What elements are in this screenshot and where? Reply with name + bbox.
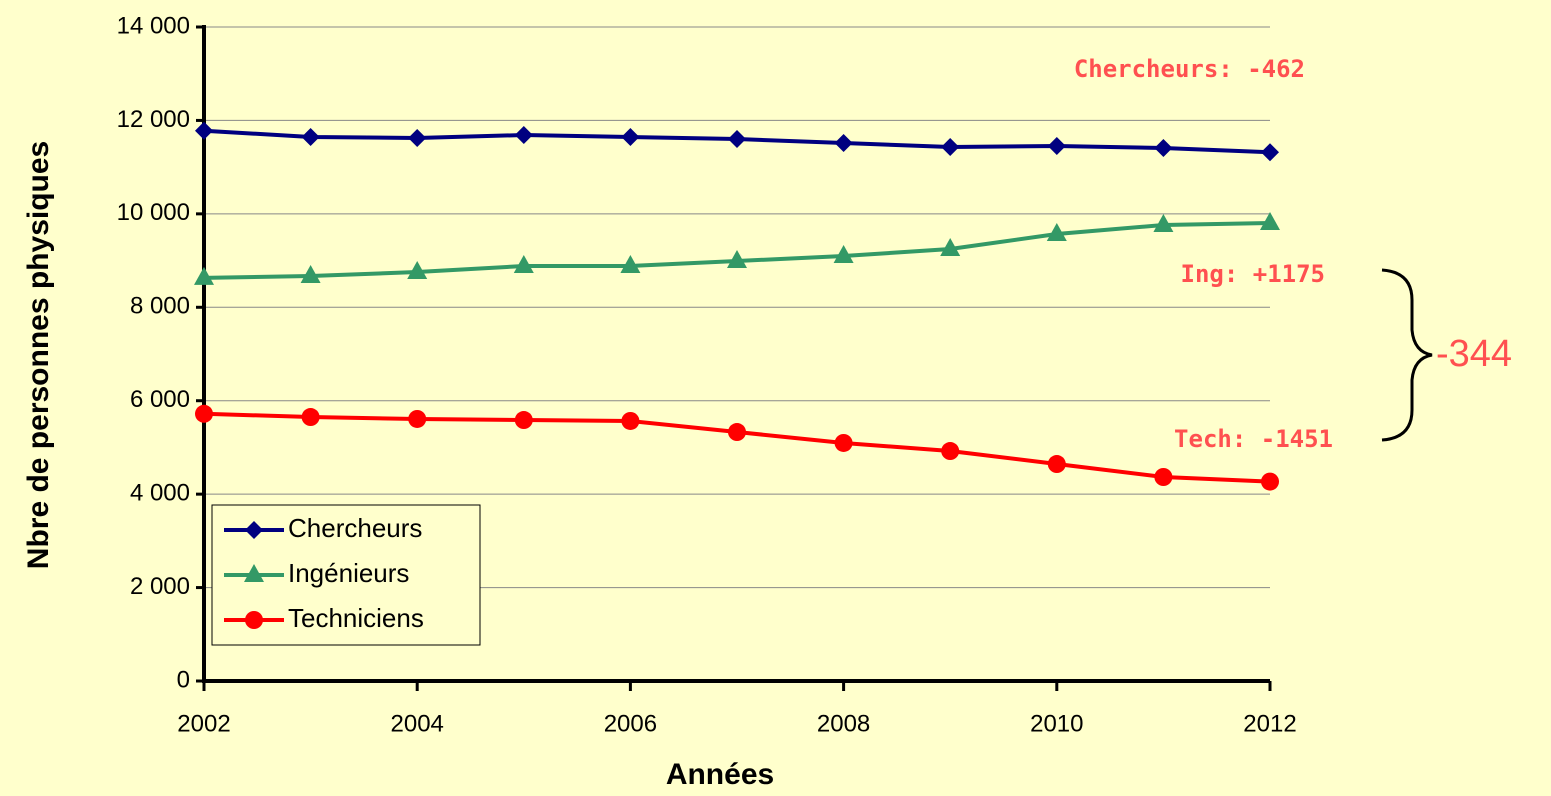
point	[407, 261, 428, 280]
x-tick-label: 2010	[1030, 710, 1083, 737]
point	[194, 266, 214, 285]
x-tick-label: 2006	[604, 710, 657, 737]
annotation: Tech: -1451	[1174, 425, 1333, 453]
annotation: Ing: +1175	[1181, 260, 1326, 288]
point	[620, 254, 641, 273]
point	[408, 409, 427, 428]
point	[1154, 467, 1173, 486]
point	[728, 130, 746, 149]
y-tick-label: 6 000	[130, 386, 190, 413]
legend-label: Ingénieurs	[288, 558, 409, 588]
point	[727, 249, 747, 268]
point	[940, 237, 961, 256]
point	[621, 411, 640, 430]
legend-marker	[245, 521, 263, 539]
point	[834, 133, 853, 152]
y-tick-label: 12 000	[117, 106, 190, 133]
y-tick-label: 4 000	[130, 479, 190, 506]
point	[514, 411, 533, 430]
point	[834, 433, 853, 452]
point	[301, 408, 320, 427]
point	[1046, 222, 1067, 241]
point	[514, 126, 533, 145]
point	[408, 128, 427, 147]
brace	[1381, 268, 1433, 442]
point	[195, 404, 213, 423]
point	[1154, 138, 1173, 157]
x-tick-label: 2002	[177, 710, 230, 737]
point	[1261, 143, 1279, 162]
y-tick-label: 2 000	[130, 573, 190, 600]
point	[300, 264, 321, 283]
point	[728, 423, 746, 442]
point	[1047, 455, 1066, 474]
y-tick-label: 10 000	[117, 199, 190, 226]
legend-marker	[245, 611, 263, 629]
point	[1261, 472, 1279, 491]
point	[513, 254, 534, 273]
x-tick-label: 2008	[817, 710, 870, 737]
y-tick-label: 0	[177, 666, 190, 693]
y-tick-label: 8 000	[130, 293, 190, 320]
point	[621, 128, 640, 147]
x-axis-title: Années	[666, 758, 774, 791]
legend-label: Chercheurs	[288, 513, 422, 543]
point	[1153, 214, 1174, 233]
x-tick-label: 2004	[391, 710, 444, 737]
annotation: -344	[1436, 333, 1512, 375]
point	[941, 138, 960, 157]
point	[195, 121, 213, 140]
point	[833, 244, 854, 263]
point	[301, 128, 320, 147]
point	[1260, 211, 1280, 230]
annotation: Chercheurs: -462	[1074, 55, 1305, 83]
y-axis-title: Nbre de personnes physiques	[22, 141, 55, 569]
point	[1047, 136, 1066, 155]
point	[941, 442, 960, 461]
legend-marker	[244, 564, 264, 582]
x-tick-label: 2012	[1243, 710, 1296, 737]
legend-label: Techniciens	[288, 603, 424, 633]
y-tick-label: 14 000	[117, 12, 190, 39]
